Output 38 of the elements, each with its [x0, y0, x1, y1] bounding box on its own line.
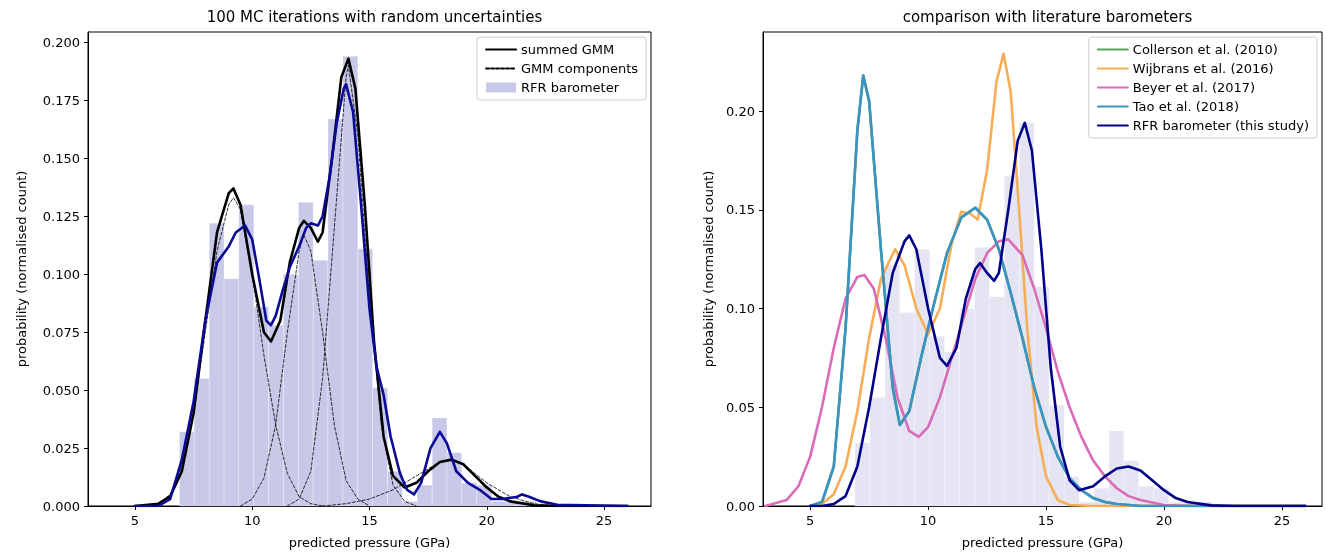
x-tick-label: 10: [919, 513, 937, 528]
y-axis-title: probability (normalised count): [14, 170, 29, 368]
legend-label: RFR barometer: [521, 80, 620, 95]
legend-label: GMM components: [521, 61, 639, 76]
y-tick-label: 0.20: [726, 103, 755, 119]
x-tick-label: 5: [130, 513, 140, 528]
y-tick-label: 0.075: [42, 324, 80, 340]
y-tick-label: 0.10: [726, 301, 755, 316]
x-tick-label: 15: [1037, 513, 1055, 528]
x-tick-label: 10: [243, 513, 261, 528]
y-tick-label: 0.00: [726, 498, 755, 514]
chart-title: comparison with literature barometers: [902, 7, 1193, 26]
legend-label: RFR barometer (this study): [1132, 118, 1310, 133]
x-tick-label: 5: [806, 513, 815, 528]
y-tick-label: 0.125: [42, 208, 80, 224]
x-tick-label: 20: [478, 513, 496, 528]
x-tick-label: 25: [595, 513, 613, 528]
y-tick-label: 0.025: [42, 440, 80, 456]
y-tick-label: 0.150: [42, 150, 80, 166]
y-tick-label: 0.15: [726, 202, 755, 218]
y-tick-label: 0.100: [42, 266, 80, 282]
x-tick-label: 20: [1155, 513, 1173, 528]
legend-label: summed GMM: [521, 42, 615, 57]
legend-label: Collerson et al. (2010): [1132, 42, 1278, 57]
x-tick-label: 25: [1273, 513, 1291, 528]
y-tick-label: 0.000: [42, 498, 80, 514]
y-tick-label: 0.050: [42, 382, 80, 398]
y-tick-label: 0.175: [42, 92, 80, 108]
y-tick-label: 0.05: [726, 399, 755, 415]
x-tick-label: 15: [361, 513, 378, 528]
x-axis-title: predicted pressure (GPa): [961, 535, 1124, 550]
legend-label: Beyer et al. (2017): [1132, 80, 1256, 95]
y-axis-title: probability (normalised count): [701, 170, 716, 368]
y-tick-label: 0.200: [42, 34, 80, 50]
legend-label: Wijbrans et al. (2016): [1132, 61, 1274, 76]
x-axis-title: predicted pressure (GPa): [288, 535, 451, 550]
legend-label: Tao et al. (2018): [1131, 99, 1239, 114]
chart-title: 100 MC iterations with random uncertainties: [206, 7, 543, 26]
